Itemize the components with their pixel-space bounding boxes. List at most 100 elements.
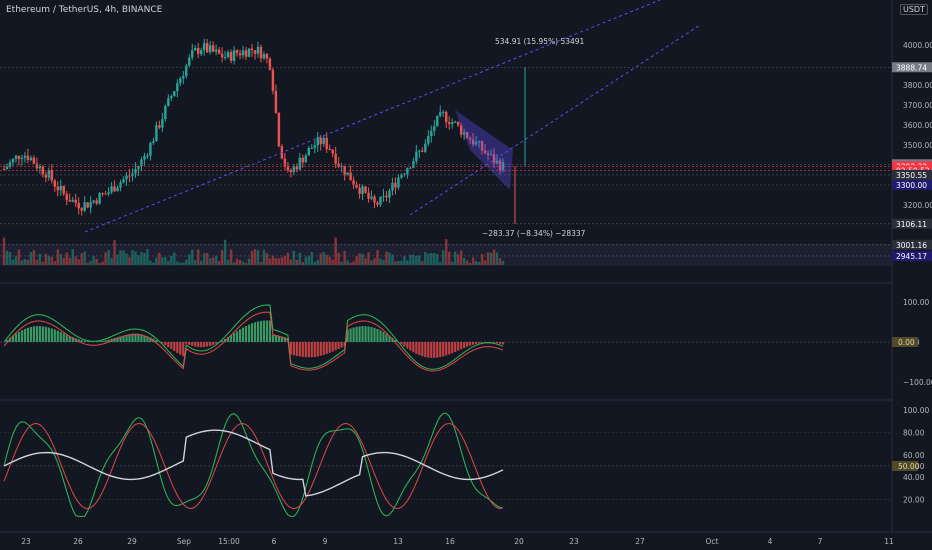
candle-body	[146, 155, 149, 157]
volume-bar	[197, 249, 200, 265]
candle-body	[468, 138, 472, 140]
volume-bar	[477, 262, 481, 265]
volume-bar	[158, 252, 161, 265]
candle-body	[483, 150, 487, 154]
macd-hist-bar	[238, 329, 242, 342]
volume-bar	[188, 254, 191, 265]
volume-bar	[20, 260, 24, 265]
macd-hist-bar	[349, 328, 352, 342]
macd-hist-bar	[256, 321, 260, 342]
macd-hist-bar	[379, 330, 382, 342]
macd-hist-bar	[116, 337, 119, 342]
volume-bar	[53, 261, 56, 265]
volume-bar	[214, 255, 218, 265]
volume-bar	[8, 252, 12, 265]
candle-body	[448, 122, 451, 125]
candle-body	[176, 83, 179, 92]
macd-line	[3, 304, 504, 370]
candle-body	[220, 53, 224, 58]
candle-body	[391, 182, 394, 191]
price-tag	[892, 180, 932, 190]
stoch-tick-label: 60.00	[903, 451, 925, 460]
macd-hist-bar	[41, 326, 44, 342]
time-tick-label: 23	[569, 537, 579, 546]
volume-bar	[107, 249, 110, 265]
macd-hist-bar	[409, 342, 412, 351]
volume-bar	[382, 260, 385, 265]
volume-bar	[489, 252, 493, 265]
macd-hist-bar	[164, 342, 167, 346]
candle-body	[403, 173, 406, 175]
stoch-tick-label: 40.00	[903, 473, 925, 482]
macd-hist-bar	[29, 326, 32, 342]
candle-body	[462, 132, 466, 135]
candle-body	[256, 46, 260, 54]
volume-bar	[292, 250, 296, 265]
candle-body	[286, 166, 290, 171]
volume-bar	[424, 251, 427, 265]
macd-hist-bar	[98, 341, 101, 342]
macd-hist-bar	[307, 342, 310, 358]
volume-bar	[471, 257, 475, 265]
candle-body	[352, 180, 355, 185]
volume-bar	[137, 255, 140, 265]
candle-body	[232, 50, 236, 61]
volume-bar	[379, 258, 382, 265]
candle-body	[32, 157, 36, 164]
candle-body	[211, 45, 215, 52]
macd-hist-bar	[337, 342, 340, 349]
stoch-d-line	[3, 422, 504, 510]
volume-bar	[62, 257, 65, 265]
macd-hist-bar	[430, 342, 433, 358]
candle-body	[188, 57, 191, 66]
macd-hist-bar	[382, 331, 385, 342]
candle-body	[89, 202, 92, 208]
volume-bar	[397, 260, 400, 265]
macd-hist-bar	[421, 342, 424, 357]
macd-hist-bar	[104, 340, 107, 342]
macd-hist-bar	[110, 338, 113, 342]
candle-body	[319, 137, 322, 145]
volume-bar	[83, 251, 86, 265]
candle-body	[191, 50, 194, 58]
stoch-mid-tag	[892, 461, 918, 471]
candle-body	[140, 159, 143, 167]
volume-bar	[465, 260, 469, 265]
volume-bar	[176, 261, 179, 265]
candle-body	[35, 163, 39, 169]
macd-hist-bar	[271, 334, 275, 342]
candle-body	[185, 65, 188, 77]
macd-hist-bar	[62, 333, 65, 342]
macd-hist-bar	[295, 342, 298, 356]
candle-body	[26, 155, 30, 161]
macd-hist-bar	[472, 342, 475, 345]
candle-body	[304, 155, 307, 163]
macd-hist-bar	[427, 342, 430, 358]
macd-hist-bar	[322, 342, 325, 355]
volume-bar	[74, 256, 77, 265]
time-tick-label: Oct	[706, 537, 719, 546]
macd-hist-bar	[304, 342, 307, 358]
macd-hist-bar	[167, 342, 170, 348]
candle-body	[486, 153, 490, 155]
volume-bar	[47, 256, 51, 265]
volume-bar	[35, 259, 39, 265]
macd-hist-bar	[415, 342, 418, 354]
candle-body	[439, 112, 442, 116]
volume-bar	[194, 260, 197, 265]
candle-body	[400, 174, 403, 178]
candle-body	[427, 136, 430, 144]
candle-body	[65, 193, 68, 201]
stoch-tick-label: 20.00	[903, 496, 925, 505]
volume-bar	[427, 253, 430, 265]
macd-hist-bar	[14, 333, 18, 342]
currency-badge[interactable]: USDT	[900, 4, 928, 15]
macd-hist-bar	[101, 340, 104, 342]
volume-bar	[17, 249, 21, 265]
macd-hist-bar	[313, 342, 316, 357]
macd-hist-bar	[373, 327, 376, 342]
time-tick-label: 27	[635, 537, 645, 546]
candle-body	[489, 154, 493, 156]
volume-bar	[149, 260, 152, 265]
